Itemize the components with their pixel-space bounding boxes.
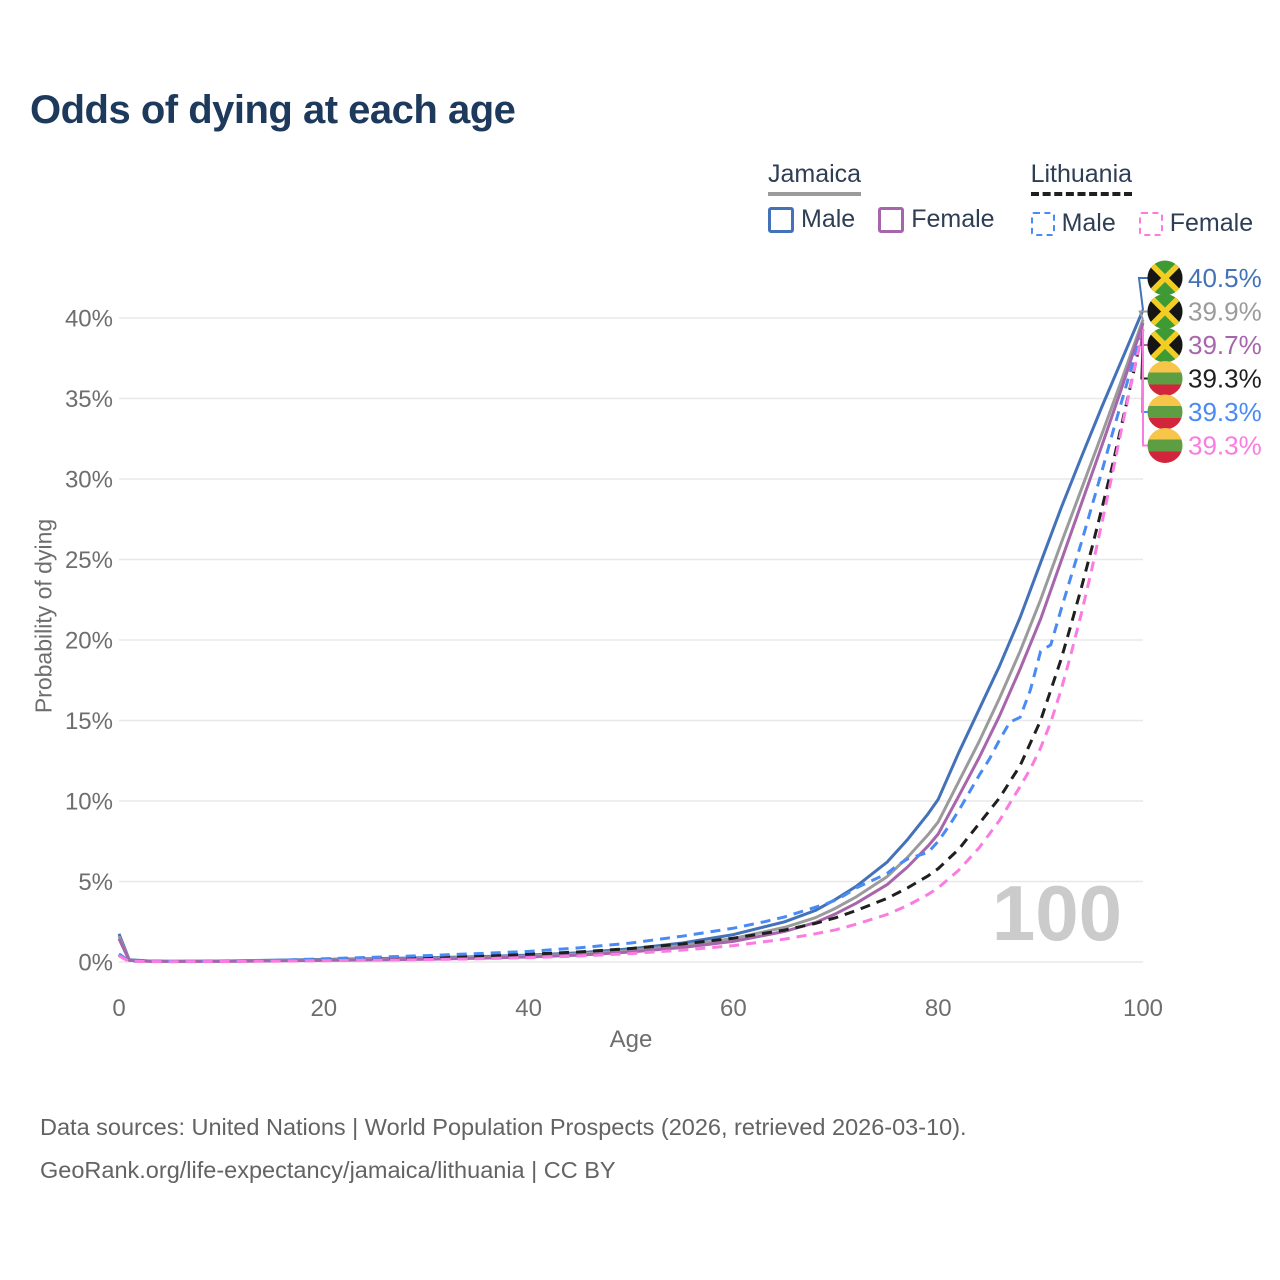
y-tick-label: 0% xyxy=(78,950,113,977)
lithuania-flag-icon xyxy=(1147,394,1183,430)
jamaica-flag-icon xyxy=(1147,294,1183,329)
series-line-lithuania-female[interactable] xyxy=(118,328,1145,964)
y-tick-label: 30% xyxy=(65,467,113,494)
y-tick-label: 10% xyxy=(65,789,113,816)
end-value-label-lithuania-female: 39.3% xyxy=(1188,431,1262,461)
legend-country-jamaica[interactable]: Jamaica xyxy=(768,160,862,196)
lithuania-flag-icon xyxy=(1147,428,1183,463)
legend-country-lithuania[interactable]: Lithuania xyxy=(1030,160,1133,200)
x-axis-title: Age xyxy=(609,1026,653,1053)
footer: Data sources: United Nations | World Pop… xyxy=(40,1106,967,1192)
series-line-jamaica-male[interactable] xyxy=(117,309,1145,963)
legend-item-jamaica-male[interactable]: Male xyxy=(768,205,855,234)
legend-group-jamaica: Jamaica Male Female xyxy=(768,160,995,238)
watermark-age-100: 100 xyxy=(991,869,1122,957)
page-title: Odds of dying at each age xyxy=(30,88,516,132)
legend-item-lithuania-male[interactable]: Male xyxy=(1030,209,1116,238)
x-tick-label: 0 xyxy=(112,995,125,1022)
lithuania-flag-icon xyxy=(1147,361,1183,396)
legend-country-lithuania-label: Lithuania xyxy=(1030,160,1133,188)
lithuania-female-checkbox-icon[interactable] xyxy=(1138,211,1163,236)
jamaica-flag-icon xyxy=(1147,260,1183,296)
series-line-lithuania-both[interactable] xyxy=(118,328,1145,963)
y-tick-label: 15% xyxy=(65,708,113,735)
legend-item-lithuania-female[interactable]: Female xyxy=(1138,209,1254,238)
lithuania-dashed-line-swatch xyxy=(1030,192,1133,200)
jamaica-solid-line-swatch xyxy=(768,192,862,196)
jamaica-flag-icon xyxy=(1147,327,1183,363)
y-tick-label: 25% xyxy=(65,547,113,574)
footer-attribution-link: GeoRank.org/life-expectancy/jamaica/lith… xyxy=(40,1156,616,1183)
y-tick-label: 5% xyxy=(78,869,113,896)
legend-group-lithuania: Lithuania Male Female xyxy=(1030,160,1254,238)
end-label-connector xyxy=(1138,310,1149,320)
end-value-label-jamaica-female: 39.7% xyxy=(1188,330,1262,360)
y-tick-label: 40% xyxy=(65,306,113,333)
footer-data-sources: Data sources: United Nations | World Pop… xyxy=(40,1114,967,1140)
x-tick-label: 60 xyxy=(720,995,747,1022)
series-line-lithuania-male[interactable] xyxy=(118,328,1145,963)
y-tick-label: 20% xyxy=(65,628,113,655)
lithuania-male-checkbox-icon[interactable] xyxy=(1030,211,1055,236)
x-tick-label: 80 xyxy=(925,995,952,1022)
legend-item-jamaica-female-label: Female xyxy=(911,205,995,233)
x-tick-label: 20 xyxy=(310,995,337,1022)
x-tick-label: 40 xyxy=(515,995,542,1022)
y-axis-title: Probability of dying xyxy=(30,518,57,714)
jamaica-male-checkbox-icon[interactable] xyxy=(768,206,794,233)
jamaica-female-checkbox-icon[interactable] xyxy=(878,206,905,233)
legend-item-jamaica-male-label: Male xyxy=(801,205,856,233)
end-label-connector xyxy=(1142,329,1149,447)
end-value-label-jamaica-both: 39.9% xyxy=(1188,297,1262,327)
legend-country-jamaica-label: Jamaica xyxy=(768,160,862,188)
legend: Jamaica Male Female Lithuania xyxy=(768,160,1253,238)
end-value-label-jamaica-male: 40.5% xyxy=(1188,263,1262,293)
x-tick-label: 100 xyxy=(1123,995,1163,1022)
end-label-connector xyxy=(1137,277,1149,311)
series-line-jamaica-female[interactable] xyxy=(117,322,1145,963)
legend-item-lithuania-female-label: Female xyxy=(1169,209,1254,237)
legend-item-jamaica-female[interactable]: Female xyxy=(878,205,995,234)
end-value-label-lithuania-both: 39.3% xyxy=(1188,364,1262,394)
legend-item-lithuania-male-label: Male xyxy=(1061,209,1116,237)
y-tick-label: 35% xyxy=(65,386,113,413)
end-value-label-lithuania-male: 39.3% xyxy=(1188,397,1262,427)
